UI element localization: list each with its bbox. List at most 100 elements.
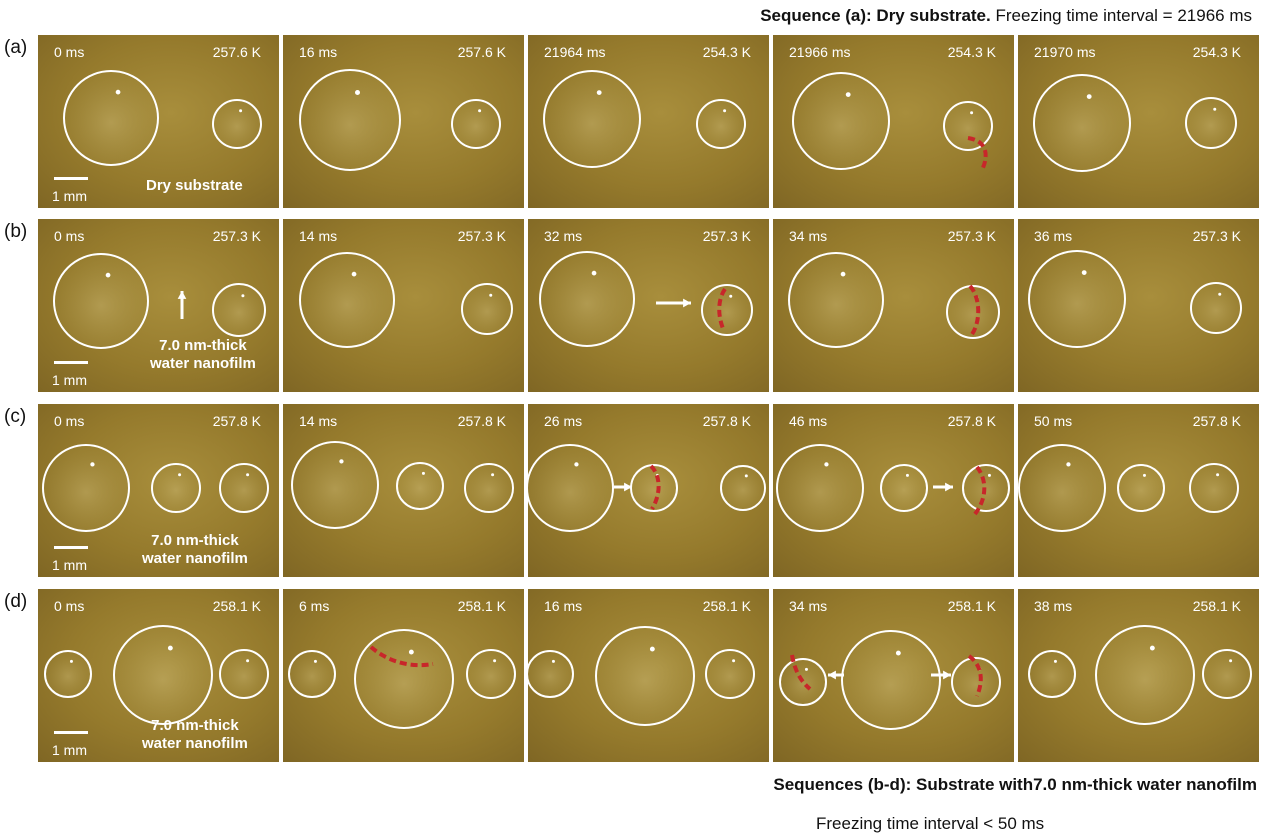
droplet-overlay — [44, 625, 269, 725]
arrow-head — [683, 298, 691, 308]
droplet-highlight — [596, 90, 602, 95]
droplet-overlay — [792, 72, 993, 171]
droplet-highlight — [421, 471, 425, 475]
droplet-outline — [946, 285, 1000, 339]
sequence-a-interval: Freezing time interval = 21966 ms — [990, 6, 1252, 25]
substrate-annotation: 7.0 nm-thick water nanofilm — [150, 337, 256, 372]
droplet-outline — [151, 463, 201, 513]
droplet-outline — [792, 72, 890, 170]
micrograph-panel: 16 ms 258.1 K — [528, 589, 769, 762]
droplet-highlight — [491, 473, 495, 477]
droplet-highlight — [723, 109, 727, 113]
droplet-highlight — [1218, 292, 1222, 296]
time-label: 46 ms — [789, 413, 828, 429]
temperature-label: 258.1 K — [702, 598, 751, 614]
droplet-outline — [943, 101, 993, 151]
droplet-outline — [53, 253, 149, 349]
temperature-label: 257.3 K — [947, 228, 996, 244]
time-label: 0 ms — [54, 44, 85, 60]
droplet-outline — [1189, 463, 1239, 513]
droplet-outline — [951, 657, 1001, 707]
droplet-highlight — [1081, 270, 1087, 275]
droplet-outline — [1185, 97, 1237, 149]
micrograph-panel: 32 ms 257.3 K — [528, 219, 769, 392]
droplet-outline — [299, 69, 401, 171]
substrate-annotation: 7.0 nm-thick water nanofilm — [142, 717, 248, 752]
scale-bar-label: 1 mm — [52, 557, 87, 573]
droplet-outline — [1202, 649, 1252, 699]
droplet-outline — [44, 650, 92, 698]
freezing-front — [717, 287, 727, 332]
droplet-overlay — [63, 70, 262, 166]
droplet-highlight — [167, 645, 173, 651]
micrograph-panel: 36 ms 257.3 K — [1018, 219, 1259, 392]
droplet-overlay — [53, 253, 266, 349]
droplet-outline — [779, 658, 827, 706]
droplet-highlight — [895, 650, 901, 656]
droplet-outline — [354, 629, 454, 729]
temperature-label: 257.8 K — [702, 413, 751, 429]
droplet-overlay — [779, 630, 1001, 730]
droplet-outline — [42, 444, 130, 532]
droplet-outline — [539, 251, 635, 347]
droplet-highlight — [90, 462, 95, 467]
micrograph-panel: 21964 ms 254.3 K — [528, 35, 769, 208]
droplet-highlight — [591, 270, 597, 276]
temperature-label: 258.1 K — [1192, 598, 1241, 614]
time-label: 21966 ms — [789, 44, 851, 60]
time-label: 0 ms — [54, 228, 85, 244]
droplet-highlight — [178, 473, 182, 477]
micrograph-panel: 16 ms 257.6 K — [283, 35, 524, 208]
droplet-outline — [1095, 625, 1195, 725]
droplet-outline — [528, 650, 574, 698]
droplet-overlay — [528, 444, 766, 532]
arrow-head — [943, 670, 951, 680]
droplet-overlay — [299, 69, 501, 171]
droplet-highlight — [69, 659, 73, 663]
droplet-outline — [1028, 250, 1126, 348]
time-label: 0 ms — [54, 413, 85, 429]
droplet-highlight — [351, 271, 357, 277]
micrograph-panel: 0 ms 258.1 K 1 mm 7.0 nm-thick water nanofil… — [38, 589, 279, 762]
droplet-highlight — [246, 659, 250, 663]
time-label: 14 ms — [299, 413, 338, 429]
droplet-outline — [212, 99, 262, 149]
interval-caption: Freezing time interval < 50 ms — [816, 814, 1045, 833]
droplet-highlight — [1216, 473, 1220, 477]
droplet-outline — [701, 284, 753, 336]
row-label: (b) — [4, 221, 28, 242]
droplet-overlay — [291, 441, 514, 529]
time-label: 16 ms — [544, 598, 583, 614]
temperature-label: 257.6 K — [212, 44, 261, 60]
arrow-head — [945, 482, 953, 492]
freezing-front — [790, 654, 812, 691]
freezing-front — [973, 465, 987, 516]
droplet-highlight — [744, 474, 748, 478]
droplet-overlay — [288, 629, 516, 729]
scale-bar-label: 1 mm — [52, 372, 87, 388]
droplet-highlight — [408, 649, 414, 655]
droplet-overlay — [776, 444, 1010, 532]
time-label: 38 ms — [1034, 598, 1073, 614]
droplet-outline — [464, 463, 514, 513]
droplet-outline — [451, 99, 501, 149]
scale-bar — [54, 361, 88, 364]
droplet-highlight — [1066, 462, 1071, 467]
micrograph-panel: 50 ms 257.8 K — [1018, 404, 1259, 577]
droplet-outline — [291, 441, 379, 529]
droplet-highlight — [845, 92, 851, 97]
droplet-overlay — [42, 444, 269, 532]
temperature-label: 257.8 K — [212, 413, 261, 429]
temperature-label: 254.3 K — [702, 44, 751, 60]
time-label: 26 ms — [544, 413, 583, 429]
row-label: (c) — [4, 406, 27, 427]
micrograph-panel: 38 ms 258.1 K — [1018, 589, 1259, 762]
droplet-highlight — [1142, 473, 1146, 477]
micrograph-panel: 21970 ms 254.3 K — [1018, 35, 1259, 208]
droplet-outline — [880, 464, 928, 512]
droplet-overlay — [299, 252, 513, 348]
droplet-highlight — [824, 462, 829, 467]
time-label: 16 ms — [299, 44, 338, 60]
droplet-highlight — [905, 473, 909, 477]
sequences-bd-caption: Sequences (b-d): Substrate with7.0 nm-th… — [773, 775, 1257, 794]
